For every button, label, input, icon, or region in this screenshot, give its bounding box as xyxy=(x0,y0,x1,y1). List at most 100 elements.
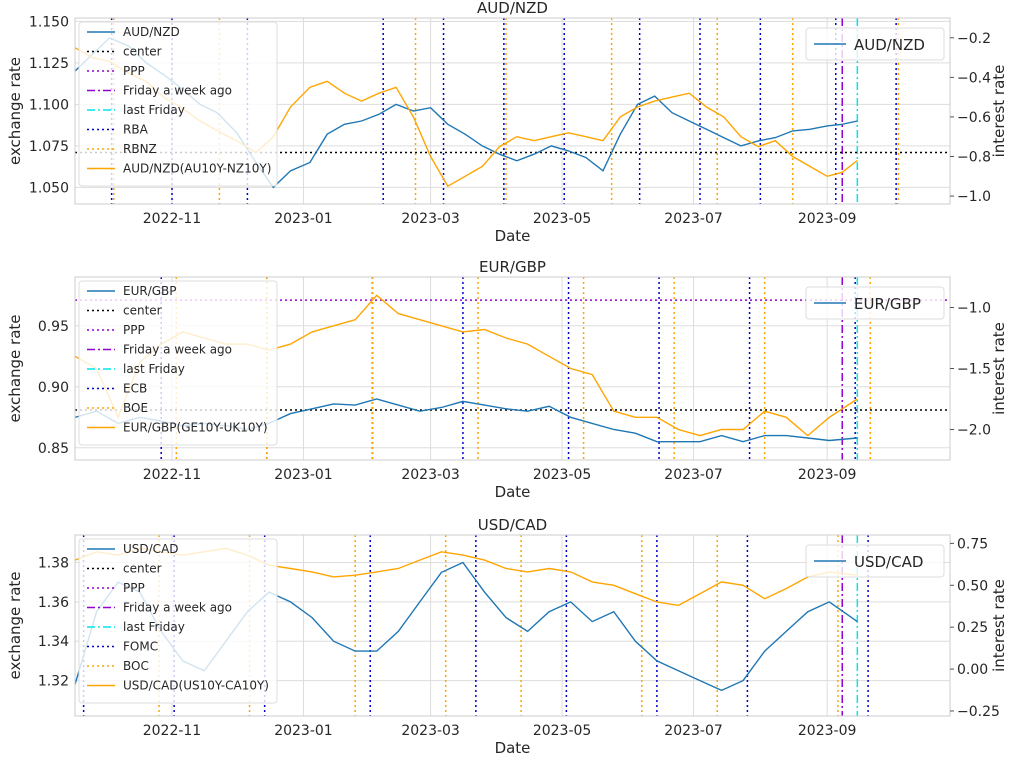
y-right-tick-label: −1.0 xyxy=(957,301,991,317)
x-axis-label: Date xyxy=(495,483,531,501)
y-right-tick-label: −1.0 xyxy=(957,189,991,205)
legend-entry: last Friday xyxy=(123,362,185,376)
legend-box xyxy=(805,27,945,61)
y-tick-label: 0.90 xyxy=(38,380,69,396)
x-tick-label: 2023-05 xyxy=(533,723,592,739)
y-right-tick-label: −0.8 xyxy=(957,150,991,166)
chart-title: EUR/GBP xyxy=(479,258,546,276)
legend-right: EUR/GBP xyxy=(805,286,945,320)
y-axis-label: exchange rate xyxy=(6,571,24,679)
legend-entry: Friday a week ago xyxy=(123,343,232,357)
x-tick-label: 2023-09 xyxy=(798,211,857,227)
chart-title: AUD/NZD xyxy=(477,0,548,17)
legend-entry: center xyxy=(123,562,162,576)
x-tick-label: 2023-01 xyxy=(274,211,333,227)
y-right-tick-label: −1.5 xyxy=(957,362,991,378)
legend-left: AUD/NZD center PPP Friday a week ago last Fr… xyxy=(78,21,278,187)
x-tick-label: 2023-07 xyxy=(664,723,723,739)
y-right-axis-label: interest rate xyxy=(990,579,1008,672)
legend-left: USD/CAD center PPP Friday a week ago last Fr… xyxy=(78,538,278,704)
legend-entry: EUR/GBP xyxy=(123,284,177,298)
legend-entry: RBNZ xyxy=(123,142,157,156)
legend-entry: USD/CAD xyxy=(854,553,923,571)
legend-entry: center xyxy=(123,45,162,59)
x-tick-label: 2023-03 xyxy=(401,211,460,227)
y-tick-label: 1.32 xyxy=(38,674,69,690)
x-tick-label: 2022-11 xyxy=(143,723,202,739)
y-right-tick-label: −0.6 xyxy=(957,110,991,126)
legend-entry: PPP xyxy=(123,323,145,337)
chart-panel-aud-nzd: AUD/NZD 2022-11 2023-01 2023-03 2023-05 2023-… xyxy=(6,0,1008,245)
y-right-tick-label: 0.00 xyxy=(957,662,988,678)
x-tick-label: 2023-05 xyxy=(533,467,592,483)
legend-entry: AUD/NZD xyxy=(123,25,180,39)
legend-entry: EUR/GBP(GE10Y-UK10Y) xyxy=(123,421,268,435)
plot-frame xyxy=(74,534,951,717)
legend-entry: AUD/NZD(AU10Y-NZ10Y) xyxy=(123,162,271,176)
x-tick-label: 2023-09 xyxy=(798,723,857,739)
legend-entry: Friday a week ago xyxy=(123,84,232,98)
y-axis-label: exchange rate xyxy=(6,57,24,165)
y-tick-label: 1.075 xyxy=(29,139,69,155)
chart-panel-usd-cad: USD/CAD 2022-11 2023-01 2023-03 2023-05 2023-… xyxy=(6,516,1008,757)
legend-entry: USD/CAD(US10Y-CA10Y) xyxy=(123,679,269,693)
legend-box xyxy=(805,544,945,578)
legend-entry: FOMC xyxy=(123,640,158,654)
x-tick-label: 2023-01 xyxy=(274,467,333,483)
x-tick-label: 2023-09 xyxy=(798,467,857,483)
legend-entry: last Friday xyxy=(123,620,185,634)
x-tick-label: 2023-07 xyxy=(664,211,723,227)
x-axis-label: Date xyxy=(495,739,531,757)
legend-entry: center xyxy=(123,304,162,318)
legend-entry: ECB xyxy=(123,382,147,396)
y-tick-label: 1.050 xyxy=(29,180,69,196)
y-tick-label: 0.85 xyxy=(38,441,69,457)
y-right-axis-label: interest rate xyxy=(990,322,1008,415)
y-right-tick-label: 0.25 xyxy=(957,620,988,636)
y-tick-label: 1.36 xyxy=(38,595,69,611)
x-tick-label: 2022-11 xyxy=(143,467,202,483)
legend-entry: EUR/GBP xyxy=(854,295,921,313)
y-tick-label: 1.100 xyxy=(29,97,69,113)
legend-box xyxy=(78,538,278,704)
legend-entry: AUD/NZD xyxy=(854,36,925,54)
legend-entry: USD/CAD xyxy=(123,542,179,556)
x-tick-label: 2023-07 xyxy=(664,467,723,483)
plot-frame xyxy=(74,17,951,205)
legend-box xyxy=(78,280,278,446)
legend-entry: PPP xyxy=(123,64,145,78)
y-tick-label: 0.95 xyxy=(38,319,69,335)
y-tick-label: 1.150 xyxy=(29,14,69,30)
x-axis-label: Date xyxy=(495,227,531,245)
legend-left: EUR/GBP center PPP Friday a week ago last Fr… xyxy=(78,280,278,446)
y-axis-label: exchange rate xyxy=(6,314,24,422)
x-tick-label: 2023-01 xyxy=(274,723,333,739)
legend-entry: PPP xyxy=(123,581,145,595)
y-right-tick-label: 0.50 xyxy=(957,578,988,594)
legend-entry: BOC xyxy=(123,659,149,673)
y-right-tick-label: −0.2 xyxy=(957,31,991,47)
y-right-axis-label: interest rate xyxy=(990,65,1008,158)
legend-entry: BOE xyxy=(123,401,148,415)
legend-entry: last Friday xyxy=(123,103,185,117)
chart-panel-eur-gbp: EUR/GBP 2022-11 2023-01 2023-03 2023-05 2023-… xyxy=(6,258,1008,501)
legend-right: USD/CAD xyxy=(805,544,945,578)
legend-box xyxy=(78,21,278,187)
x-tick-label: 2023-05 xyxy=(533,211,592,227)
x-tick-label: 2023-03 xyxy=(401,467,460,483)
x-tick-label: 2022-11 xyxy=(143,211,202,227)
y-right-tick-label: −0.4 xyxy=(957,70,991,86)
chart-title: USD/CAD xyxy=(478,516,547,534)
legend-entry: RBA xyxy=(123,123,149,137)
y-right-tick-label: −2.0 xyxy=(957,423,991,439)
legend-box xyxy=(805,286,945,320)
y-right-tick-label: −0.25 xyxy=(957,704,1000,720)
y-right-tick-label: 0.75 xyxy=(957,536,988,552)
legend-right: AUD/NZD xyxy=(805,27,945,61)
x-tick-label: 2023-03 xyxy=(401,723,460,739)
y-tick-label: 1.34 xyxy=(38,634,69,650)
y-tick-label: 1.125 xyxy=(29,56,69,72)
y-tick-label: 1.38 xyxy=(38,556,69,572)
legend-entry: Friday a week ago xyxy=(123,601,232,615)
